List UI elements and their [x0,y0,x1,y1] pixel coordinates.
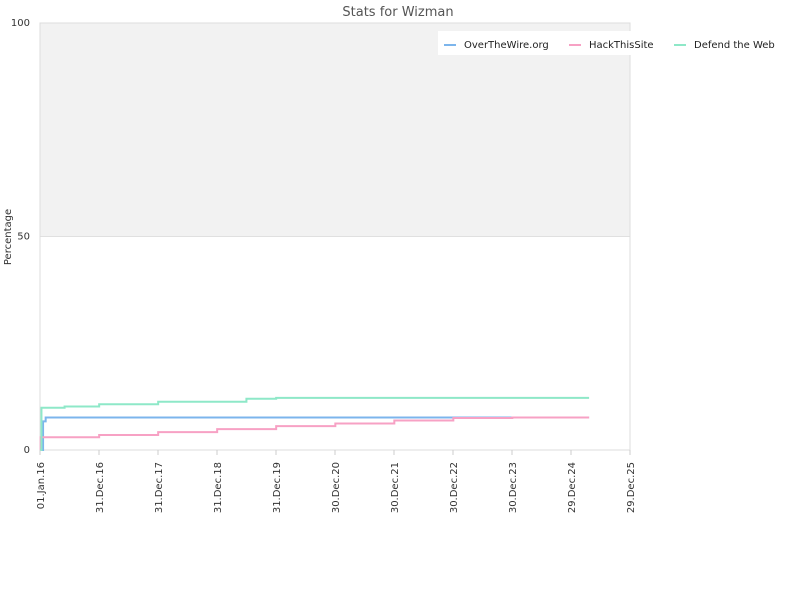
legend-label: OverTheWire.org [464,40,549,51]
axes: 0 50 100 01.Jan.16 31.Dec.16 31.Dec.17 31.Dec.… [11,18,637,513]
y-tick-label: 0 [24,445,30,456]
x-tick-label: 31.Dec.17 [154,462,165,513]
x-tick-label: 29.Dec.24 [567,462,578,513]
legend-label: Defend the Web [694,40,775,51]
legend-item[interactable]: HackThisSite [569,40,654,51]
series-line-0 [40,416,590,451]
x-tick-label: 30.Dec.23 [508,462,519,513]
grid [39,22,631,451]
legend-item[interactable]: Defend the Web [674,40,775,51]
series-line-1 [39,416,590,451]
series-line-2 [40,396,590,451]
y-tick-label: 50 [17,232,30,243]
y-axis-label: Percentage [3,209,14,265]
legend-item[interactable]: OverTheWire.org [444,40,549,51]
x-tick-label: 31.Dec.18 [213,462,224,513]
x-tick-label: 30.Dec.20 [331,462,342,513]
series-layer [39,396,590,451]
x-tick-label: 01.Jan.16 [36,462,47,509]
y-tick-label: 100 [11,18,30,29]
legend-box [438,31,790,55]
x-tick-label: 31.Dec.16 [95,462,106,513]
legend-label: HackThisSite [589,40,654,51]
legend: OverTheWire.org HackThisSite Defend the We… [438,31,790,55]
x-tick-label: 30.Dec.22 [449,462,460,513]
plot-band [40,23,630,237]
plot-area [40,23,630,237]
x-tick-label: 30.Dec.21 [390,462,401,513]
chart-title: Stats for Wizman [342,5,453,20]
x-tick-label: 31.Dec.19 [272,462,283,513]
x-tick-label: 29.Dec.25 [626,462,637,513]
